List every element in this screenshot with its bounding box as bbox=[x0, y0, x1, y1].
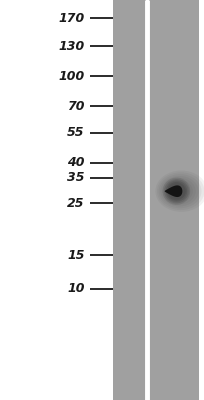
Ellipse shape bbox=[164, 180, 193, 203]
Bar bbox=[149, 0, 199, 400]
PathPatch shape bbox=[165, 185, 182, 197]
Text: 55: 55 bbox=[67, 126, 85, 139]
Ellipse shape bbox=[155, 170, 204, 212]
Text: 40: 40 bbox=[67, 156, 85, 169]
Text: 15: 15 bbox=[67, 249, 85, 262]
Text: 10: 10 bbox=[67, 282, 85, 295]
Text: 170: 170 bbox=[58, 12, 85, 24]
Text: 100: 100 bbox=[58, 70, 85, 82]
Ellipse shape bbox=[163, 178, 190, 205]
Text: 70: 70 bbox=[67, 100, 85, 112]
Ellipse shape bbox=[164, 179, 189, 203]
Ellipse shape bbox=[159, 174, 202, 208]
Bar bbox=[113, 0, 146, 400]
Ellipse shape bbox=[157, 172, 204, 210]
Ellipse shape bbox=[160, 176, 199, 206]
Text: 35: 35 bbox=[67, 172, 85, 184]
Ellipse shape bbox=[162, 178, 196, 204]
Ellipse shape bbox=[166, 180, 187, 202]
Text: 130: 130 bbox=[58, 40, 85, 52]
Ellipse shape bbox=[165, 182, 190, 201]
Ellipse shape bbox=[167, 182, 186, 200]
Text: 25: 25 bbox=[67, 197, 85, 210]
Ellipse shape bbox=[167, 183, 187, 199]
